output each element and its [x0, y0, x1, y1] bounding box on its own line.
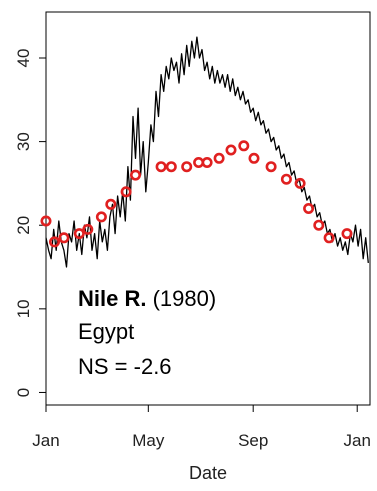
x-tick-label: Jan — [343, 431, 370, 450]
data-point — [294, 177, 306, 189]
data-point — [201, 157, 213, 169]
country-label: Egypt — [78, 319, 134, 344]
observed-series-line — [45, 36, 369, 268]
data-point — [181, 161, 193, 173]
x-tick-label: May — [132, 431, 165, 450]
data-point — [95, 211, 107, 223]
data-point — [165, 161, 177, 173]
data-point — [248, 152, 260, 164]
annotation-line-1: Nile R. (1980) — [78, 286, 216, 311]
data-point — [341, 228, 353, 240]
data-point — [58, 232, 70, 244]
data-point — [130, 169, 142, 181]
plot-frame — [45, 11, 371, 406]
y-axis: 0 10 20 30 40 — [14, 49, 46, 397]
y-tick-label: 20 — [14, 216, 33, 235]
data-point — [323, 232, 335, 244]
data-point — [303, 203, 315, 215]
y-tick-label: 0 — [14, 388, 33, 397]
year-label: (1980) — [153, 286, 217, 311]
x-axis: Jan May Sep Jan — [32, 405, 371, 450]
data-point — [193, 157, 205, 169]
data-point — [120, 186, 132, 198]
y-tick-label: 40 — [14, 49, 33, 68]
data-point — [40, 215, 52, 227]
data-point — [265, 161, 277, 173]
annotation-box: Nile R. (1980) Egypt NS = -2.6 — [78, 286, 216, 379]
data-point — [280, 173, 292, 185]
data-point — [48, 236, 60, 248]
x-tick-label: Sep — [238, 431, 268, 450]
y-tick-label: 10 — [14, 299, 33, 318]
data-point — [213, 152, 225, 164]
data-point — [73, 228, 85, 240]
data-point — [82, 223, 94, 235]
line-series — [45, 36, 369, 268]
data-point — [105, 198, 117, 210]
river-name-label: Nile R. — [78, 286, 146, 311]
data-point — [155, 161, 167, 173]
x-tick-label: Jan — [32, 431, 59, 450]
data-point — [225, 144, 237, 156]
data-point — [238, 140, 250, 152]
data-point — [313, 219, 325, 231]
point-series — [40, 140, 353, 248]
y-tick-label: 30 — [14, 132, 33, 151]
x-axis-title: Date — [189, 463, 227, 483]
ns-label: NS = -2.6 — [78, 354, 172, 379]
